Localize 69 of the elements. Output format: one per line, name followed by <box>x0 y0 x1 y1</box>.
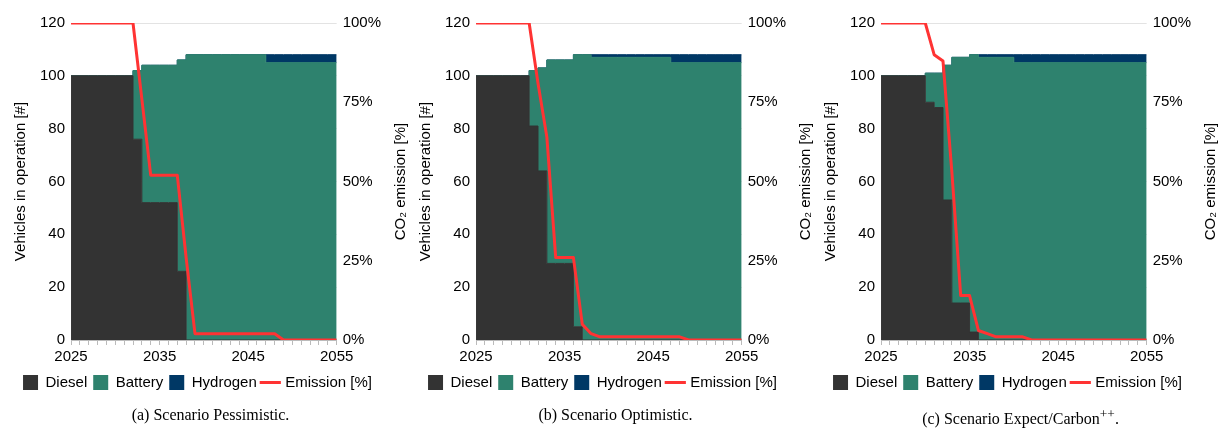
x-tick-label: 2035 <box>952 347 987 365</box>
y-tick-label: 120 <box>850 13 876 31</box>
y-tick-label: 120 <box>445 13 471 31</box>
y-tick-label: 60 <box>48 171 66 189</box>
y2-tick-label: 75% <box>1152 92 1183 110</box>
y-tick-label: 0 <box>866 330 876 348</box>
x-tick-label: 2045 <box>1041 347 1075 365</box>
y-tick-label: 80 <box>48 118 66 136</box>
y-tick-label: 0 <box>56 330 66 348</box>
y-tick-label: 80 <box>453 118 471 136</box>
text: (b) Scenario Optimistic. <box>538 406 693 424</box>
legend-label: Diesel <box>855 372 898 390</box>
y-axis-title: Vehicles in operation [#] <box>11 101 29 262</box>
legend-label: Battery <box>925 372 974 390</box>
y-tick-label: 20 <box>48 277 66 295</box>
y2-axis-title: CO₂ emission [%] <box>391 122 409 241</box>
x-tick-label: 2025 <box>864 347 898 365</box>
x-tick-label: 2055 <box>724 347 759 365</box>
y2-tick-label: 50% <box>342 171 373 189</box>
text: (c) Scenario Expect/Carbon$^{++}$. <box>922 406 1119 429</box>
y-tick-label: 60 <box>453 171 471 189</box>
y-tick-label: 40 <box>858 224 876 242</box>
y-tick-label: 120 <box>40 13 66 31</box>
y-axis-title: Vehicles in operation [#] <box>821 101 839 262</box>
x-tick-label: 2055 <box>319 347 354 365</box>
legend-label: Hydrogen <box>1001 372 1067 390</box>
y2-tick-label: 75% <box>342 92 373 110</box>
x-tick-label: 2035 <box>142 347 177 365</box>
y2-axis-title: CO₂ emission [%] <box>1201 122 1219 241</box>
y2-tick-label: 50% <box>747 171 778 189</box>
y2-tick-label: 100% <box>342 13 382 31</box>
y2-tick-label: 100% <box>747 13 787 31</box>
y2-tick-label: 0% <box>1152 330 1175 348</box>
y-tick-label: 20 <box>453 277 471 295</box>
legend-label: Hydrogen <box>596 372 662 390</box>
x-tick-label: 2045 <box>231 347 265 365</box>
y-tick-label: 40 <box>48 224 66 242</box>
legend-label: Diesel <box>450 372 493 390</box>
y2-tick-label: 25% <box>747 250 778 268</box>
legend-label: Emission [%] <box>1095 372 1182 390</box>
y2-tick-label: 75% <box>747 92 778 110</box>
y-tick-label: 0 <box>461 330 471 348</box>
y-tick-label: 100 <box>445 65 471 83</box>
y-tick-label: 100 <box>850 65 876 83</box>
y-tick-label: 40 <box>453 224 471 242</box>
x-tick-label: 2035 <box>547 347 582 365</box>
legend-label: Hydrogen <box>191 372 257 390</box>
x-tick-label: 2025 <box>54 347 88 365</box>
x-tick-label: 2045 <box>636 347 670 365</box>
y-tick-label: 20 <box>858 277 876 295</box>
y2-tick-label: 50% <box>1152 171 1183 189</box>
x-tick-label: 2055 <box>1129 347 1164 365</box>
y2-tick-label: 100% <box>1152 13 1192 31</box>
y-axis-title: Vehicles in operation [#] <box>416 101 434 262</box>
y2-axis-title: CO₂ emission [%] <box>796 122 814 241</box>
y-tick-label: 60 <box>858 171 876 189</box>
y2-tick-label: 0% <box>747 330 770 348</box>
legend-label: Battery <box>520 372 569 390</box>
legend-label: Emission [%] <box>690 372 777 390</box>
y2-tick-label: 0% <box>342 330 365 348</box>
legend-label: Diesel <box>45 372 88 390</box>
legend-label: Emission [%] <box>285 372 372 390</box>
y2-tick-label: 25% <box>1152 250 1183 268</box>
x-tick-label: 2025 <box>459 347 493 365</box>
y-tick-label: 100 <box>40 65 66 83</box>
legend-label: Battery <box>115 372 164 390</box>
text: (a) Scenario Pessimistic. <box>131 406 290 424</box>
y-tick-label: 80 <box>858 118 876 136</box>
y2-tick-label: 25% <box>342 250 373 268</box>
